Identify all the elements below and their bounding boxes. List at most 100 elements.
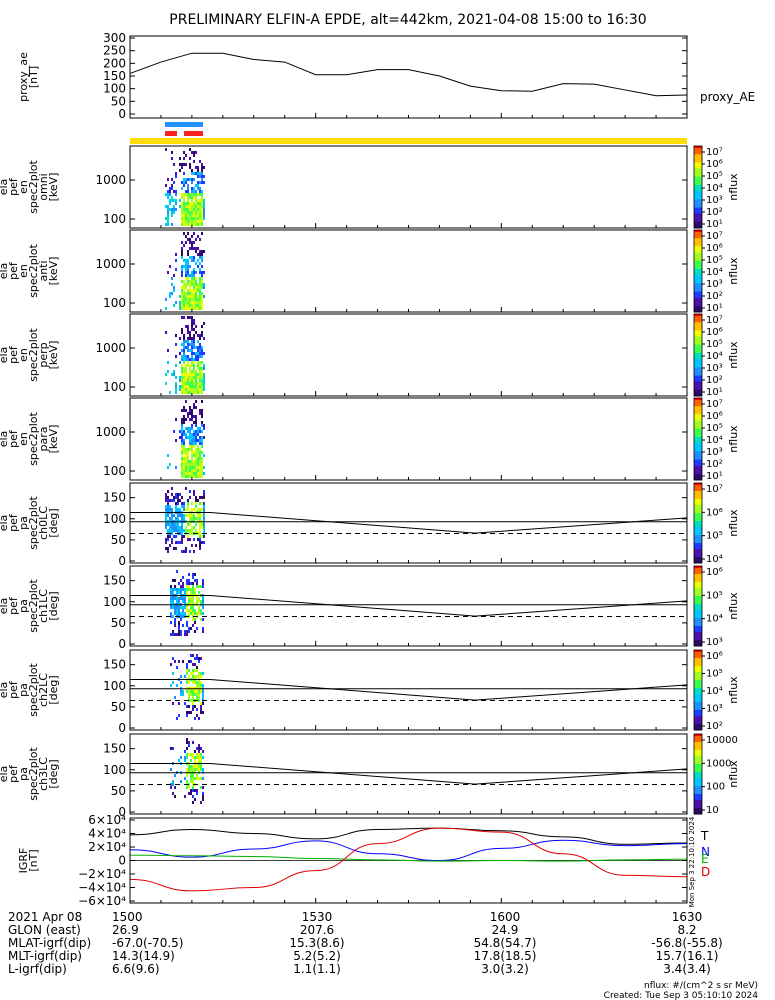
- y-axis-label-line: proxy_ae: [17, 52, 30, 102]
- pa-cell: [192, 618, 194, 621]
- colorbar-tick-label: 10⁴: [706, 614, 723, 625]
- pa-cell: [196, 657, 198, 660]
- pa-cell: [174, 786, 176, 789]
- pa-cell: [192, 573, 194, 576]
- spectrogram-cell: [195, 292, 197, 295]
- spectrogram-cell: [201, 385, 203, 388]
- colorbar-cell: [694, 584, 702, 587]
- colorbar-cell: [694, 551, 702, 554]
- spectrogram-cell: [175, 466, 177, 469]
- colorbar-tick-label: 10⁵: [706, 531, 723, 542]
- colorbar-cell: [694, 630, 702, 633]
- spectrogram-cell: [195, 415, 197, 418]
- pa-cell: [198, 750, 200, 753]
- y-tick-label: 1000: [95, 425, 126, 439]
- spectrogram-cell: [197, 172, 199, 175]
- pa-cell: [167, 502, 169, 505]
- y-tick-label: 100: [103, 679, 126, 693]
- spectrogram-cell: [187, 262, 189, 265]
- spectrogram-cell: [201, 409, 203, 412]
- pa-cell: [184, 588, 186, 591]
- colorbar-cell: [694, 455, 702, 458]
- colorbar-tick-label: 10¹: [706, 219, 723, 230]
- spectrogram-cell: [203, 388, 205, 391]
- spectrogram-cell: [197, 286, 199, 289]
- colorbar-cell: [694, 318, 702, 321]
- pa-cell: [174, 621, 176, 624]
- pa-cell: [196, 696, 198, 699]
- spectrogram-cell: [185, 475, 187, 478]
- pa-cell: [177, 493, 179, 496]
- colorbar-cell: [694, 449, 702, 452]
- spectrogram-cell: [179, 295, 181, 298]
- colorbar-cell: [694, 187, 702, 190]
- y-tick-label: 100: [103, 763, 126, 777]
- spectrogram-cell: [173, 190, 175, 193]
- colorbar-tick-label: 10⁷: [706, 315, 723, 326]
- spectrogram-cell: [193, 439, 195, 442]
- pa-cell: [202, 792, 204, 795]
- spectrogram-cell: [193, 433, 195, 436]
- spectrogram-cell: [183, 283, 185, 286]
- pa-cell: [176, 609, 178, 612]
- pa-cell: [197, 538, 199, 541]
- spectrogram-cell: [179, 361, 181, 364]
- spectrogram-cell: [195, 460, 197, 463]
- spectrogram-cell: [199, 439, 201, 442]
- spectrogram-cell: [191, 247, 193, 250]
- pa-cell: [196, 774, 198, 777]
- pa-cell: [192, 780, 194, 783]
- footer-value: -56.8(-55.8): [651, 936, 722, 950]
- pa-cell: [165, 541, 167, 544]
- spectrogram-cell: [171, 196, 173, 199]
- colorbar-label: nflux: [727, 173, 740, 201]
- pa-cell: [202, 600, 204, 603]
- spectrogram-cell: [197, 205, 199, 208]
- spectrogram-cell: [183, 442, 185, 445]
- spectrogram-cell: [193, 340, 195, 343]
- spectrogram-cell: [183, 220, 185, 223]
- colorbar-label: nflux: [727, 509, 740, 537]
- pa-cell: [181, 541, 183, 544]
- pa-cell: [182, 624, 184, 627]
- colorbar-cell: [694, 428, 702, 432]
- spectrogram-cell: [193, 268, 195, 271]
- colorbar-cell: [694, 244, 702, 247]
- spectrogram-cell: [197, 187, 199, 190]
- spectrogram-cell: [189, 256, 191, 259]
- pa-cell: [192, 693, 194, 696]
- spectrogram-cell: [199, 220, 201, 223]
- y-axis-label-line: pef: [7, 177, 20, 196]
- pa-cell: [198, 585, 200, 588]
- pa-cell: [185, 526, 187, 529]
- panel-frame: [129, 649, 688, 731]
- spectrogram-cell: [171, 208, 173, 211]
- spectrogram-cell: [185, 376, 187, 379]
- spectrogram-cell: [197, 361, 199, 364]
- colorbar-cell: [694, 555, 702, 558]
- pa-cell: [195, 544, 197, 547]
- spectrogram-cell: [185, 268, 187, 271]
- spectrogram-cell: [197, 199, 199, 202]
- colorbar-cell: [694, 426, 702, 430]
- spectrogram-cell: [193, 202, 195, 205]
- colorbar-cell: [694, 756, 702, 759]
- spectrogram-cell: [191, 457, 193, 460]
- spectrogram-cell: [199, 430, 201, 433]
- pa-cell: [177, 541, 179, 544]
- colorbar-cell: [694, 578, 702, 581]
- spectrogram-cell: [199, 334, 201, 337]
- spectrogram-cell: [179, 304, 181, 307]
- spectrogram-cell: [187, 283, 189, 286]
- colorbar-cell: [694, 543, 702, 546]
- colorbar-cell: [694, 398, 702, 401]
- pa-cell: [197, 499, 199, 502]
- pa-cell: [200, 684, 202, 687]
- spectrogram-cell: [199, 460, 201, 463]
- pa-cell: [194, 705, 196, 708]
- colorbar-cell: [694, 559, 702, 562]
- spectrogram-cell: [195, 247, 197, 250]
- spectrogram-cell: [195, 295, 197, 298]
- pa-cell: [202, 618, 204, 621]
- y-tick-label: 1000: [95, 341, 126, 355]
